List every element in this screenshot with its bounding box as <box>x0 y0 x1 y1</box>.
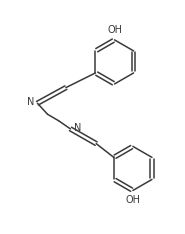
Text: N: N <box>27 97 34 107</box>
Text: N: N <box>74 123 81 133</box>
Text: OH: OH <box>125 195 140 205</box>
Text: OH: OH <box>107 25 122 35</box>
